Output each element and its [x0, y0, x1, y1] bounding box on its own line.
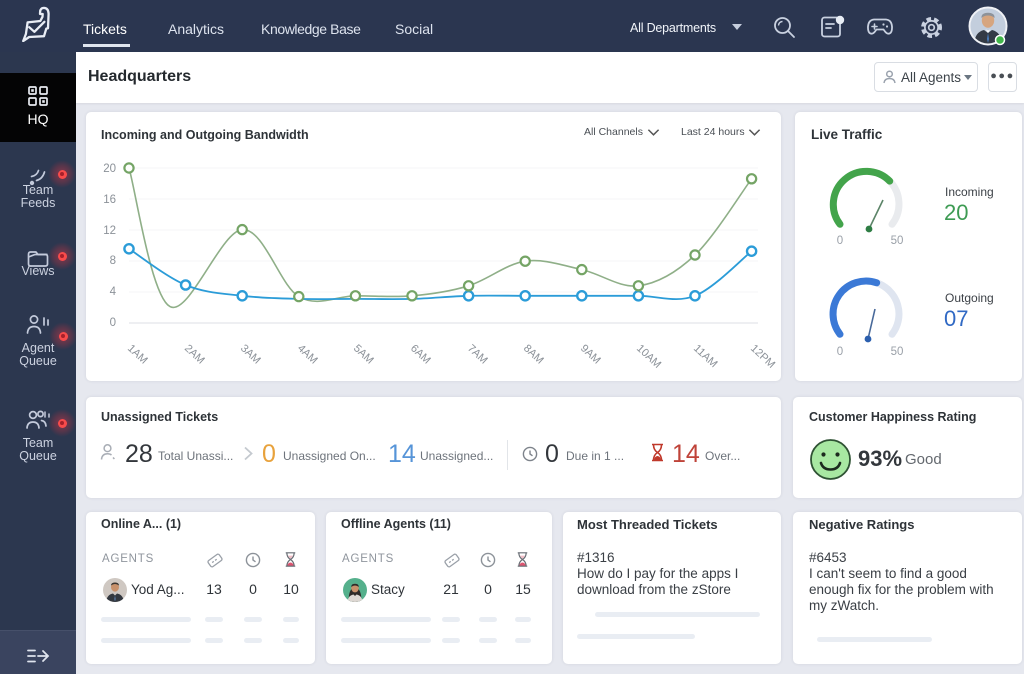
svg-text:10AM: 10AM — [634, 342, 663, 370]
svg-text:0: 0 — [110, 317, 116, 329]
svg-text:20: 20 — [944, 200, 968, 225]
svg-text:3AM: 3AM — [238, 342, 263, 366]
svg-text:50: 50 — [891, 346, 904, 358]
svg-text:6AM: 6AM — [408, 342, 433, 366]
svg-text:2AM: 2AM — [182, 342, 207, 366]
svg-text:4AM: 4AM — [295, 342, 320, 366]
svg-text:0: 0 — [837, 235, 843, 247]
svg-text:7AM: 7AM — [465, 342, 490, 366]
svg-text:Outgoing: Outgoing — [945, 291, 994, 305]
svg-text:20: 20 — [103, 163, 116, 175]
svg-text:12PM: 12PM — [748, 342, 777, 370]
svg-text:8: 8 — [110, 255, 116, 267]
svg-text:11AM: 11AM — [691, 342, 720, 370]
svg-text:9AM: 9AM — [578, 342, 603, 366]
svg-text:16: 16 — [103, 194, 116, 206]
svg-text:5AM: 5AM — [351, 342, 376, 366]
svg-text:07: 07 — [944, 306, 968, 331]
svg-text:8AM: 8AM — [521, 342, 546, 366]
svg-text:50: 50 — [891, 235, 904, 247]
svg-text:1AM: 1AM — [125, 342, 150, 366]
svg-text:12: 12 — [103, 225, 116, 237]
svg-text:Incoming: Incoming — [945, 185, 994, 199]
svg-text:0: 0 — [837, 346, 843, 358]
svg-text:4: 4 — [110, 286, 117, 298]
